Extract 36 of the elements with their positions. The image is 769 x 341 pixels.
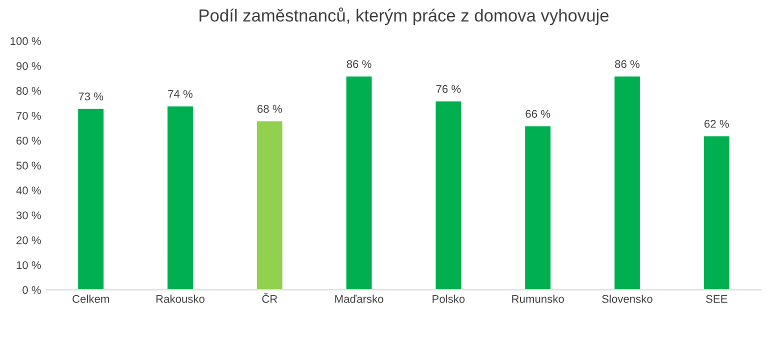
x-tick-label: Maďarsko — [335, 294, 384, 303]
x-tick-label: Slovensko — [602, 294, 652, 303]
data-label: 76 % — [436, 85, 461, 93]
y-tick-label: 10 % — [16, 261, 41, 270]
data-label: 73 % — [78, 92, 104, 100]
chart-title: Podíl zaměstnanců, kterým práce z domova vyhovuje — [200, 7, 608, 26]
x-tick-label: Rumunsko — [512, 294, 564, 303]
bar — [702, 134, 731, 290]
y-tick-label: 70 % — [16, 112, 41, 120]
bar — [166, 104, 194, 290]
x-tick-label: Celkem — [72, 294, 109, 303]
y-tick-label: 30 % — [16, 211, 41, 220]
bar — [76, 107, 105, 290]
bar — [524, 124, 552, 290]
data-label: 62 % — [704, 120, 729, 128]
x-tick-label: Polsko — [432, 294, 465, 303]
data-label: 74 % — [168, 90, 192, 98]
x-tick-label: Rakousko — [156, 294, 204, 303]
y-tick-label: 0 % — [22, 286, 41, 294]
y-tick-label: 50 % — [16, 162, 41, 170]
bar — [613, 75, 642, 290]
y-tick-label: 90 % — [16, 62, 41, 70]
data-label: 86 % — [615, 60, 640, 68]
data-label: 86 % — [346, 60, 372, 68]
bar — [256, 120, 284, 290]
y-tick-label: 60 % — [16, 136, 41, 145]
y-tick-label: 80 % — [16, 86, 41, 95]
data-label: 66 % — [526, 110, 550, 118]
data-label: 68 % — [258, 104, 282, 113]
x-tick-label: SEE — [706, 295, 728, 303]
y-tick-label: 20 % — [16, 236, 41, 244]
bar — [344, 75, 374, 290]
bar — [434, 100, 463, 290]
y-tick-label: 100 % — [10, 37, 41, 46]
x-tick-label: ČR — [262, 293, 278, 303]
y-tick-label: 40 % — [16, 186, 41, 194]
